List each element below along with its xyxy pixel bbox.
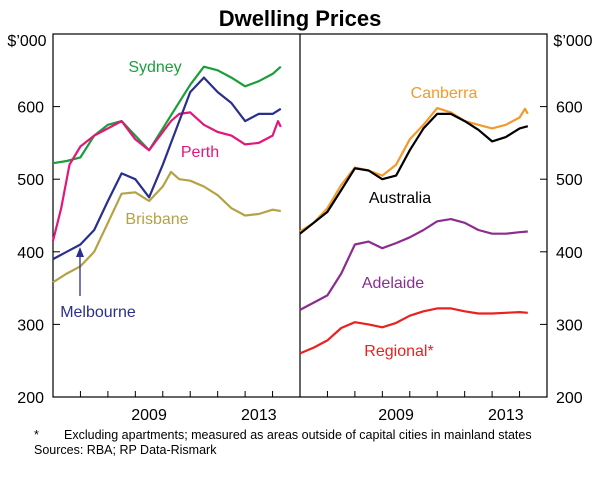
y-tick-label-right-200: 200 (556, 390, 583, 407)
series-label-perth: Perth (181, 144, 219, 161)
footnote-mark: * (34, 428, 39, 442)
footnote-text: Excluding apartments; measured as areas … (64, 428, 532, 442)
series-label-sydney: Sydney (128, 59, 181, 76)
series-line-adelaide (299, 218, 528, 311)
x-tick-label-p0-2013: 2013 (241, 407, 277, 424)
x-tick-label-p1-2009: 2009 (378, 407, 414, 424)
y-tick-label-left-600: 600 (17, 100, 44, 117)
series-line-melbourne (52, 76, 282, 261)
series-line-australia (299, 112, 529, 235)
y-tick-label-left-500: 500 (17, 172, 44, 189)
series-label-australia: Australia (369, 190, 431, 207)
series-line-canberra (299, 106, 529, 233)
x-tick-label-p0-2009: 2009 (131, 407, 167, 424)
series-line-perth (51, 111, 282, 242)
x-tick-label-p1-2013: 2013 (488, 407, 524, 424)
y-tick-label-right-300: 300 (556, 317, 583, 334)
chart-notes: * Excluding apartments; measured as area… (34, 428, 594, 458)
y-tick-label-left-400: 400 (17, 245, 44, 262)
series-label-regional: Regional* (364, 343, 433, 360)
right-unit-label: $’000 (553, 33, 592, 50)
series-line-brisbane (52, 170, 281, 284)
y-tick-label-left-200: 200 (17, 390, 44, 407)
series-label-brisbane: Brisbane (125, 211, 188, 228)
left-unit-label: $’000 (7, 33, 46, 50)
series-line-sydney (52, 65, 282, 165)
chart-title: Dwelling Prices (219, 6, 382, 31)
y-tick-label-right-500: 500 (556, 172, 583, 189)
series-label-melbourne: Melbourne (60, 304, 136, 321)
footnote: * Excluding apartments; measured as area… (34, 428, 594, 443)
y-tick-label-left-300: 300 (17, 317, 44, 334)
melbourne-pointer-arrow (76, 247, 84, 296)
series-line-regional (299, 307, 528, 355)
sources-note: Sources: RBA; RP Data-Rismark (34, 443, 217, 457)
y-tick-label-right-600: 600 (556, 100, 583, 117)
series-label-canberra: Canberra (411, 85, 478, 102)
y-tick-label-right-400: 400 (556, 245, 583, 262)
series-label-adelaide: Adelaide (362, 275, 424, 292)
